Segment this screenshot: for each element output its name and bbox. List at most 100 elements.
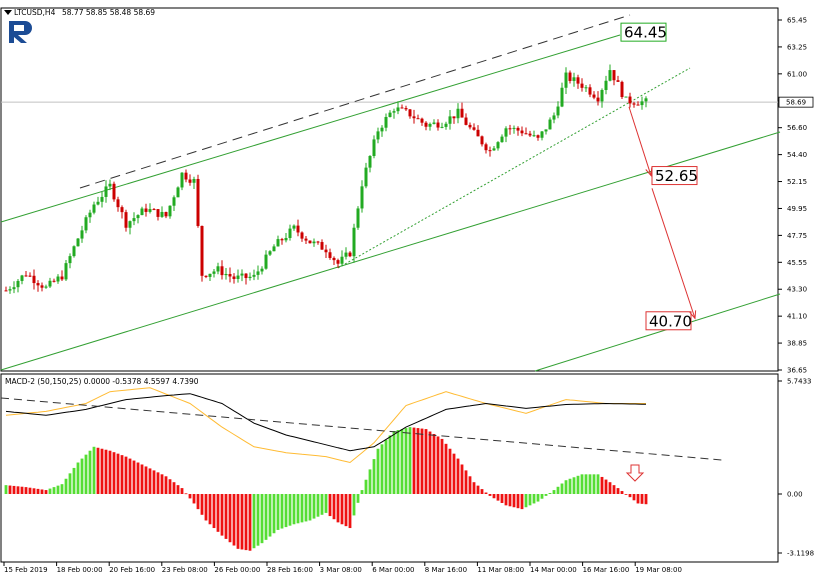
macd-histogram-bar	[304, 494, 308, 522]
candle-body	[444, 123, 448, 127]
macd-histogram-bar	[440, 438, 444, 494]
candle-body	[400, 107, 404, 109]
macd-histogram-bar	[232, 494, 236, 546]
macd-histogram-bar	[244, 494, 248, 551]
candle-body	[132, 218, 136, 222]
candle-body	[504, 128, 508, 137]
macd-main-line	[5, 393, 647, 452]
macd-histogram-bar	[460, 464, 464, 494]
candle-body	[232, 276, 236, 279]
macd-histogram-bar	[124, 456, 128, 494]
arrow-head	[689, 310, 697, 320]
macd-histogram-bar	[340, 494, 344, 525]
macd-histogram-bar	[444, 443, 448, 494]
macd-histogram-bar	[616, 488, 620, 494]
candle-body	[560, 87, 564, 107]
macd-histogram-bar	[128, 458, 132, 494]
candle-body	[320, 242, 324, 250]
candle-body	[100, 196, 104, 202]
macd-histogram-bar	[376, 448, 380, 494]
candle-body	[160, 211, 164, 217]
macd-histogram-bar	[448, 448, 452, 494]
candle-body	[476, 129, 480, 137]
macd-histogram-bar	[176, 485, 180, 494]
candle-body	[20, 275, 24, 281]
candle-body	[524, 133, 528, 135]
macd-histogram-bar	[76, 462, 80, 494]
resistance-dashed-line	[79, 14, 631, 189]
macd-histogram-bar	[424, 429, 428, 494]
macd-histogram-bar	[500, 494, 504, 503]
macd-histogram-bar	[216, 494, 220, 532]
candle-body	[172, 197, 176, 206]
candle-body	[8, 289, 12, 291]
time-tick-label: 3 Mar 08:00	[320, 566, 362, 574]
candle-body	[112, 183, 116, 200]
macd-histogram-bar	[288, 494, 292, 526]
macd-histogram-bar	[348, 494, 352, 529]
candle-body	[64, 263, 68, 280]
candle-body	[364, 167, 368, 187]
candle-body	[404, 108, 408, 110]
macd-histogram-bar	[300, 494, 304, 523]
candle-body	[448, 116, 452, 124]
macd-histogram-bar	[4, 485, 8, 494]
macd-histogram-bar	[508, 494, 512, 507]
macd-histogram-bar	[528, 494, 532, 506]
macd-histogram-bar	[548, 493, 552, 494]
candle-body	[632, 103, 636, 105]
candle-body	[424, 122, 428, 127]
candle-body	[124, 212, 128, 228]
candle-body	[636, 104, 640, 106]
candle-body	[292, 225, 296, 229]
candle-body	[544, 129, 548, 132]
macd-histogram-bar	[184, 493, 188, 495]
macd-histogram-bar	[484, 492, 488, 494]
price-pane	[0, 7, 779, 372]
macd-histogram-bar	[100, 448, 104, 494]
candle-body	[52, 280, 56, 282]
candle-body	[304, 238, 308, 241]
macd-histogram-bar	[516, 494, 520, 509]
macd-histogram-bar	[240, 494, 244, 550]
macd-histogram-bar	[568, 478, 572, 494]
macd-histogram-bar	[228, 494, 232, 543]
macd-histogram-bar	[328, 494, 332, 517]
candle-body	[236, 275, 240, 279]
candle-body	[152, 209, 156, 211]
candle-body	[580, 83, 584, 88]
time-tick-label: 14 Mar 00:00	[530, 566, 577, 574]
candle-body	[468, 124, 472, 128]
macd-histogram-bar	[40, 489, 44, 494]
candle-body	[384, 116, 388, 128]
macd-histogram-bar	[32, 488, 36, 494]
candle-body	[348, 252, 352, 257]
macd-histogram-bar	[396, 430, 400, 494]
candle-body	[552, 115, 556, 120]
symbol-dropdown-icon[interactable]	[4, 10, 12, 15]
macd-histogram-bar	[336, 494, 340, 523]
macd-histogram-bar	[476, 485, 480, 494]
candle-body	[360, 186, 364, 209]
candle-body	[576, 77, 580, 84]
macd-histogram-bar	[428, 431, 432, 494]
level-box	[645, 311, 692, 331]
candle-body	[336, 260, 340, 264]
macd-histogram-bar	[432, 433, 436, 494]
candle-body	[616, 80, 620, 82]
candle-body	[44, 286, 48, 288]
candle-body	[220, 266, 224, 276]
macd-histogram-bar	[552, 490, 556, 494]
macd-histogram-bar	[608, 482, 612, 494]
time-tick-label: 20 Feb 16:00	[109, 566, 155, 574]
candle-body	[460, 108, 464, 118]
macd-histogram-bar	[308, 494, 312, 521]
candle-body	[480, 136, 484, 145]
macd-histogram-bar	[104, 449, 108, 494]
macd-histogram-bar	[172, 482, 176, 494]
candle-body	[540, 131, 544, 138]
macd-histogram-bar	[480, 489, 484, 494]
macd-histogram-bar	[316, 494, 320, 517]
macd-histogram-bar	[212, 494, 216, 529]
macd-histogram-bar	[160, 474, 164, 494]
